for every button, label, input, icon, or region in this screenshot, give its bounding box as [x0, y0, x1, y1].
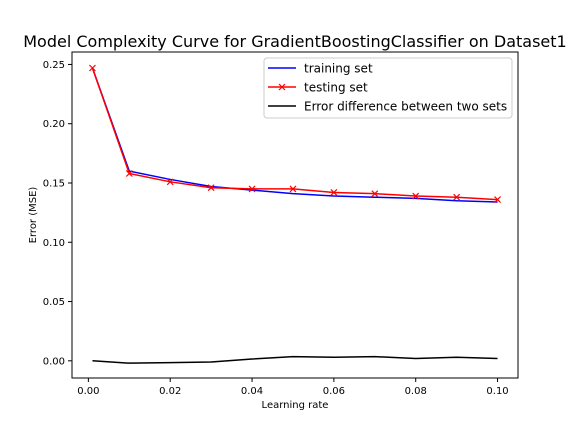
legend-label: Error difference between two sets: [304, 100, 507, 114]
data-point-testing-set: [207, 184, 215, 192]
x-tick-label: 0.10: [486, 386, 508, 397]
data-point-testing-set: [453, 193, 461, 201]
legend-items: training set testing set Error difference …: [268, 62, 507, 114]
data-point-testing-set: [89, 64, 96, 72]
legend-item: training set: [268, 62, 373, 76]
chart-title: Model Complexity Curve for GradientBoost…: [23, 32, 566, 51]
legend-item: Error difference between two sets: [268, 100, 507, 114]
series-line-error-difference-between-two-sets: [92, 355, 498, 364]
data-point-testing-set: [494, 196, 501, 204]
legend-item: testing set: [268, 81, 368, 95]
x-axis-ticks: 0.00 0.02 0.04 0.06 0.08 0.10: [77, 378, 509, 397]
data-point-testing-set: [330, 189, 338, 196]
y-tick-label: 0.15: [43, 178, 65, 189]
y-tick-label: 0.25: [43, 60, 65, 71]
plot-area-frame: [71, 51, 519, 379]
data-point-testing-set: [412, 192, 420, 200]
x-tick-label: 0.04: [241, 386, 263, 397]
y-axis-ticks: 0.00 0.05 0.10 0.15 0.20 0.25: [43, 60, 72, 367]
data-point-testing-set: [166, 178, 174, 186]
x-axis-label: Learning rate: [262, 400, 329, 411]
y-tick-label: 0.10: [43, 238, 65, 249]
x-tick-label: 0.00: [77, 386, 99, 397]
legend: training set testing set Error difference …: [263, 57, 513, 119]
x-tick-label: 0.08: [405, 386, 427, 397]
y-tick-label: 0.20: [43, 119, 65, 130]
data-point-testing-set: [125, 170, 133, 177]
x-tick-label: 0.06: [323, 386, 345, 397]
legend-label: testing set: [304, 81, 368, 95]
legend-box: [263, 57, 513, 119]
y-axis-label: Error (MSE): [28, 187, 39, 244]
y-tick-label: 0.05: [43, 297, 65, 308]
data-point-testing-set: [248, 185, 256, 193]
x-tick-label: 0.02: [159, 386, 181, 397]
series-layer: [89, 64, 501, 364]
legend-label: training set: [304, 62, 373, 76]
y-tick-label: 0.00: [43, 356, 65, 367]
series-line-training-set: [91, 67, 498, 203]
data-point-testing-set: [289, 185, 297, 193]
data-point-testing-set: [371, 190, 379, 198]
